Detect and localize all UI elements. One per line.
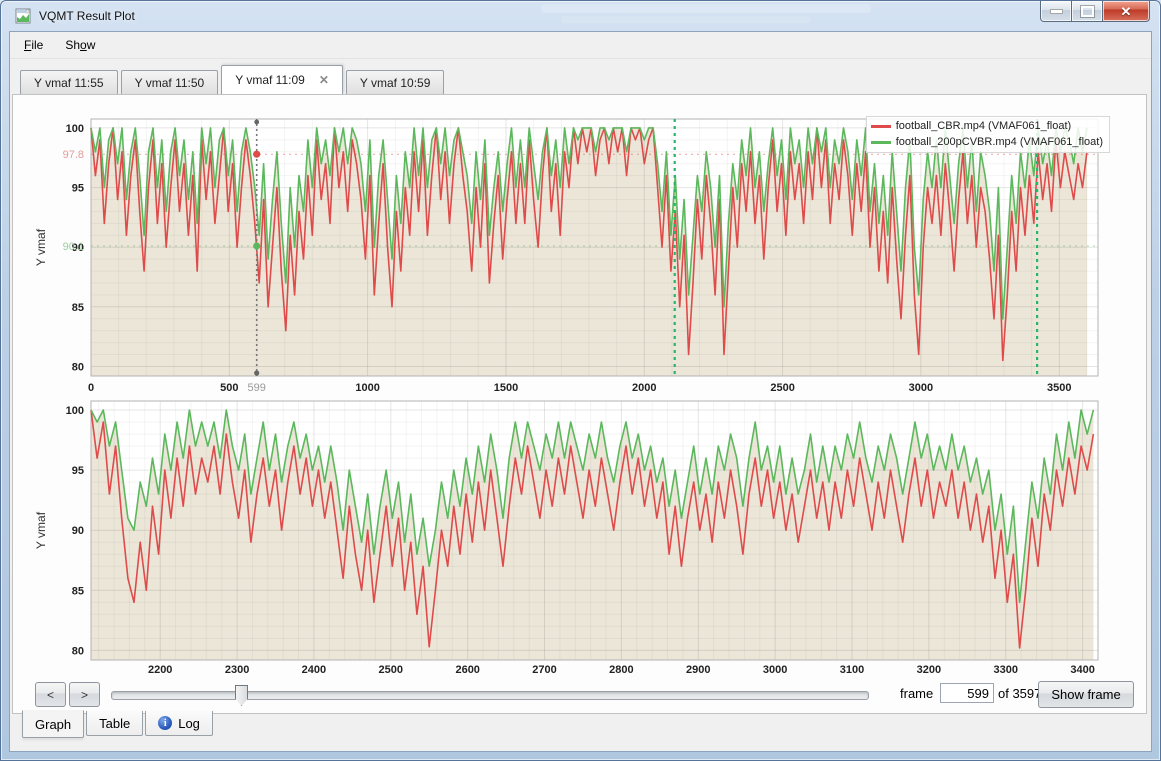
svg-text:3400: 3400: [1070, 664, 1094, 676]
app-window: VQMT Result Plot ✕ File Show Y vmaf 11:5…: [0, 0, 1161, 761]
next-frame-button[interactable]: >: [69, 682, 100, 707]
svg-text:80: 80: [72, 645, 84, 657]
frame-controls: < > frame of 3597 Show frame: [13, 681, 1146, 709]
svg-text:599: 599: [248, 382, 266, 394]
svg-text:90.1: 90.1: [63, 241, 84, 253]
legend-item-cvbr: football_200pCVBR.mp4 (VMAF061_float): [871, 134, 1103, 150]
svg-text:85: 85: [72, 302, 84, 314]
frame-number-input[interactable]: [940, 683, 994, 703]
svg-text:97.8: 97.8: [63, 149, 84, 161]
svg-text:3500: 3500: [1047, 382, 1071, 394]
svg-text:0: 0: [88, 382, 94, 394]
document-tabstrip: Y vmaf 11:55 Y vmaf 11:50 Y vmaf 11:09✕ …: [20, 64, 1141, 94]
prev-frame-button[interactable]: <: [35, 682, 66, 707]
view-tabs: Graph Table iLog: [22, 711, 215, 738]
client-area: File Show Y vmaf 11:55 Y vmaf 11:50 Y vm…: [9, 31, 1152, 752]
tab-log[interactable]: iLog: [145, 711, 213, 736]
svg-text:500: 500: [220, 382, 238, 394]
tab-graph[interactable]: Graph: [22, 710, 84, 738]
frame-slider[interactable]: [111, 687, 869, 702]
svg-text:3300: 3300: [994, 664, 1018, 676]
frame-total-label: of 3597: [998, 686, 1041, 701]
window-title: VQMT Result Plot: [39, 9, 135, 23]
svg-text:95: 95: [72, 465, 84, 477]
svg-text:100: 100: [66, 405, 84, 417]
maximize-icon: [1081, 6, 1094, 17]
slider-thumb[interactable]: [235, 685, 248, 706]
menu-show[interactable]: Show: [57, 34, 103, 56]
svg-text:2200: 2200: [148, 664, 172, 676]
title-bar[interactable]: VQMT Result Plot ✕: [1, 1, 1160, 31]
tab-y-vmaf-1059[interactable]: Y vmaf 10:59: [346, 70, 445, 94]
svg-text:1000: 1000: [355, 382, 379, 394]
frame-label: frame: [900, 686, 933, 701]
svg-text:3200: 3200: [917, 664, 941, 676]
svg-text:3000: 3000: [909, 382, 933, 394]
tab-y-vmaf-1109[interactable]: Y vmaf 11:09✕: [221, 65, 343, 94]
tab-y-vmaf-1150[interactable]: Y vmaf 11:50: [121, 70, 219, 94]
tab-table[interactable]: Table: [86, 711, 143, 736]
svg-text:2600: 2600: [455, 664, 479, 676]
graph-panel: 599 0 500 1000 1500 2000 2500 3000 3500 100 95 90 85…: [12, 94, 1147, 714]
minimize-icon: [1050, 9, 1063, 14]
svg-text:3000: 3000: [763, 664, 787, 676]
svg-text:80: 80: [72, 362, 84, 374]
minimize-button[interactable]: [1040, 1, 1072, 22]
svg-text:2000: 2000: [632, 382, 656, 394]
svg-text:2700: 2700: [532, 664, 556, 676]
svg-text:2300: 2300: [225, 664, 249, 676]
svg-text:Y vmaf: Y vmaf: [34, 228, 48, 266]
svg-text:2500: 2500: [770, 382, 794, 394]
svg-text:2800: 2800: [609, 664, 633, 676]
bottom-chart[interactable]: 2200 2300 2400 2500 2600 2700 2800 2900 3000 3100…: [15, 397, 1127, 677]
svg-text:2400: 2400: [302, 664, 326, 676]
svg-text:90: 90: [72, 525, 84, 537]
tab-close-icon[interactable]: ✕: [319, 74, 329, 86]
menu-file[interactable]: File: [16, 34, 51, 56]
chart-legend: football_CBR.mp4 (VMAF061_float) footbal…: [866, 116, 1110, 153]
green-series-swatch: [871, 141, 891, 144]
svg-text:Y vmaf: Y vmaf: [34, 511, 48, 549]
top-chart[interactable]: 5990500100015002000250030003500100959085…: [15, 111, 1127, 395]
close-icon: ✕: [1121, 5, 1132, 18]
legend-item-cbr: football_CBR.mp4 (VMAF061_float): [871, 118, 1103, 134]
svg-text:85: 85: [72, 585, 84, 597]
menu-bar: File Show: [10, 32, 1151, 59]
svg-text:2900: 2900: [686, 664, 710, 676]
info-icon: i: [158, 716, 172, 730]
svg-text:2500: 2500: [379, 664, 403, 676]
svg-text:100: 100: [66, 123, 84, 135]
red-series-swatch: [871, 125, 891, 128]
tab-y-vmaf-1155[interactable]: Y vmaf 11:55: [20, 70, 118, 94]
app-icon: [15, 8, 31, 24]
slider-track[interactable]: [111, 691, 869, 700]
maximize-button[interactable]: [1072, 1, 1103, 22]
svg-text:3100: 3100: [840, 664, 864, 676]
show-frame-button[interactable]: Show frame: [1038, 681, 1134, 708]
svg-text:95: 95: [72, 183, 84, 195]
svg-text:1500: 1500: [494, 382, 518, 394]
desktop: VQMT Result Plot ✕ File Show Y vmaf 11:5…: [0, 0, 1161, 761]
close-button[interactable]: ✕: [1103, 1, 1150, 22]
